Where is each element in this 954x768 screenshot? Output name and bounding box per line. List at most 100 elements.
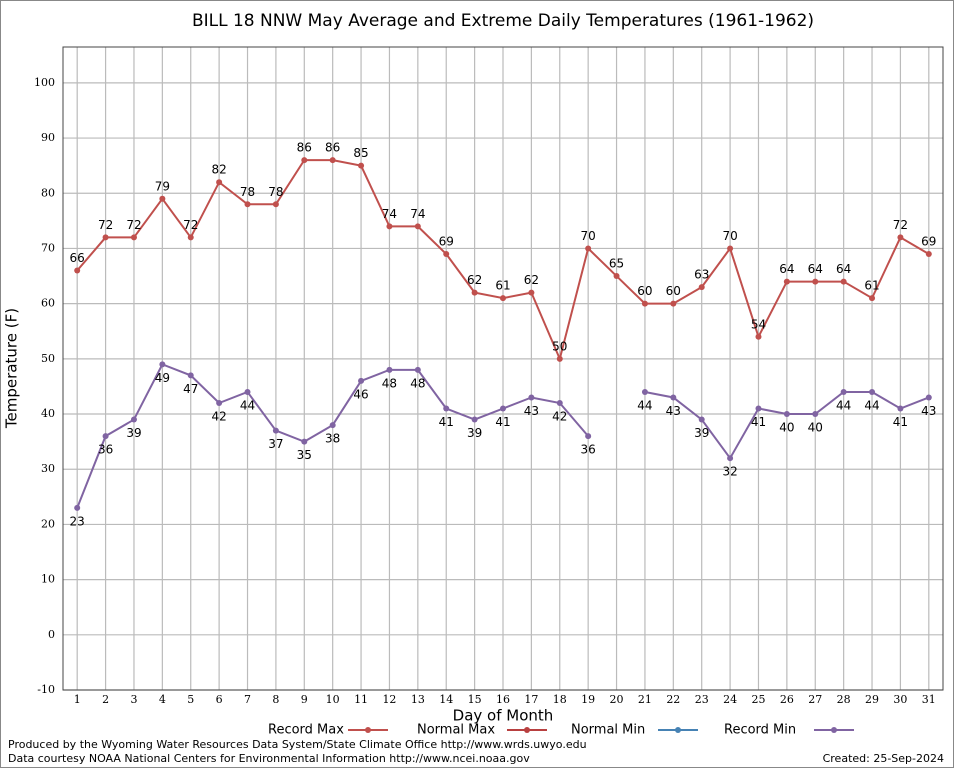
point bbox=[386, 223, 393, 230]
point bbox=[301, 157, 308, 164]
data-label: 78 bbox=[268, 185, 283, 199]
point bbox=[187, 234, 194, 241]
data-label: 62 bbox=[524, 273, 539, 287]
point bbox=[386, 366, 393, 373]
x-tick-label: 16 bbox=[496, 693, 510, 706]
data-label: 86 bbox=[297, 141, 312, 155]
data-label: 69 bbox=[439, 234, 454, 248]
data-label: 82 bbox=[211, 163, 226, 177]
x-tick-label: 25 bbox=[751, 693, 765, 706]
data-label: 41 bbox=[751, 415, 766, 429]
data-label: 61 bbox=[495, 279, 510, 293]
point bbox=[556, 355, 563, 362]
point bbox=[500, 405, 506, 412]
x-tick-label: 30 bbox=[893, 693, 907, 706]
data-label: 69 bbox=[921, 234, 936, 248]
x-tick-label: 28 bbox=[837, 693, 851, 706]
data-label: 86 bbox=[325, 141, 340, 155]
x-tick-label: 31 bbox=[922, 693, 936, 706]
point bbox=[812, 411, 819, 418]
legend-marker bbox=[831, 727, 837, 733]
data-label: 41 bbox=[495, 415, 510, 429]
data-label: 44 bbox=[240, 398, 255, 412]
legend-label: Record Max bbox=[268, 723, 344, 738]
x-tick-label: 24 bbox=[723, 693, 737, 706]
data-label: 43 bbox=[921, 404, 936, 418]
data-label: 42 bbox=[552, 409, 567, 423]
data-label: 23 bbox=[70, 514, 85, 528]
point bbox=[869, 295, 876, 302]
x-tick-label: 10 bbox=[326, 693, 340, 706]
legend-label: Record Min bbox=[724, 723, 796, 738]
point bbox=[329, 157, 336, 164]
point bbox=[301, 438, 308, 445]
point bbox=[358, 162, 365, 169]
data-label: 48 bbox=[410, 376, 425, 390]
data-label: 42 bbox=[211, 409, 226, 423]
x-tick-label: 26 bbox=[780, 693, 794, 706]
data-label: 63 bbox=[694, 268, 709, 282]
data-label: 47 bbox=[183, 382, 198, 396]
data-label: 85 bbox=[353, 146, 368, 160]
data-label: 43 bbox=[666, 404, 681, 418]
x-tick-label: 19 bbox=[581, 693, 595, 706]
point bbox=[641, 300, 648, 307]
footer: Created: 25-Sep-2024 bbox=[823, 752, 944, 765]
point bbox=[755, 405, 762, 412]
footer: Data courtesy NOAA National Centers for … bbox=[8, 752, 530, 765]
legend-label: Normal Min bbox=[571, 723, 645, 738]
data-label: 66 bbox=[70, 251, 85, 265]
x-tick-label: 20 bbox=[610, 693, 624, 706]
legend-marker bbox=[675, 727, 681, 733]
data-label: 38 bbox=[325, 432, 340, 446]
x-tick-label: 17 bbox=[524, 693, 538, 706]
x-tick-label: 23 bbox=[695, 693, 709, 706]
x-tick-label: 8 bbox=[272, 693, 279, 706]
x-tick-label: 3 bbox=[130, 693, 137, 706]
point bbox=[358, 377, 365, 384]
y-tick-label: 0 bbox=[48, 628, 55, 641]
point bbox=[187, 372, 194, 379]
point bbox=[329, 422, 336, 429]
chart-title: BILL 18 NNW May Average and Extreme Dail… bbox=[192, 11, 814, 31]
data-label: 35 bbox=[297, 448, 312, 462]
point bbox=[869, 388, 876, 395]
data-label: 62 bbox=[467, 273, 482, 287]
data-label: 39 bbox=[467, 426, 482, 440]
data-label: 44 bbox=[836, 398, 851, 412]
data-label: 64 bbox=[779, 262, 794, 276]
x-tick-label: 18 bbox=[553, 693, 567, 706]
y-tick-label: 10 bbox=[41, 573, 55, 586]
point bbox=[102, 234, 109, 241]
x-tick-label: 15 bbox=[468, 693, 482, 706]
y-tick-label: 70 bbox=[41, 241, 55, 254]
y-tick-label: 50 bbox=[41, 352, 55, 365]
point bbox=[130, 234, 137, 241]
data-label: 74 bbox=[382, 207, 397, 221]
point bbox=[698, 284, 705, 291]
x-tick-label: 7 bbox=[244, 693, 251, 706]
point bbox=[727, 245, 734, 252]
x-axis-label: Day of Month bbox=[453, 707, 554, 725]
x-tick-label: 21 bbox=[638, 693, 652, 706]
point bbox=[840, 388, 847, 395]
data-label: 74 bbox=[410, 207, 425, 221]
x-tick-label: 6 bbox=[216, 693, 223, 706]
x-tick-label: 13 bbox=[411, 693, 425, 706]
point bbox=[783, 278, 790, 285]
x-tick-label: 9 bbox=[301, 693, 308, 706]
data-label: 44 bbox=[864, 398, 879, 412]
point bbox=[272, 427, 279, 434]
x-tick-label: 14 bbox=[439, 693, 453, 706]
point bbox=[216, 399, 223, 406]
y-tick-label: 100 bbox=[34, 76, 55, 89]
point bbox=[755, 333, 762, 340]
y-tick-label: 60 bbox=[41, 297, 55, 310]
data-label: 40 bbox=[779, 421, 794, 435]
y-tick-label: 30 bbox=[41, 462, 55, 475]
point bbox=[670, 300, 677, 307]
y-axis-label: Temperature (F) bbox=[3, 308, 21, 429]
data-label: 60 bbox=[666, 284, 681, 298]
x-tick-label: 22 bbox=[666, 693, 680, 706]
